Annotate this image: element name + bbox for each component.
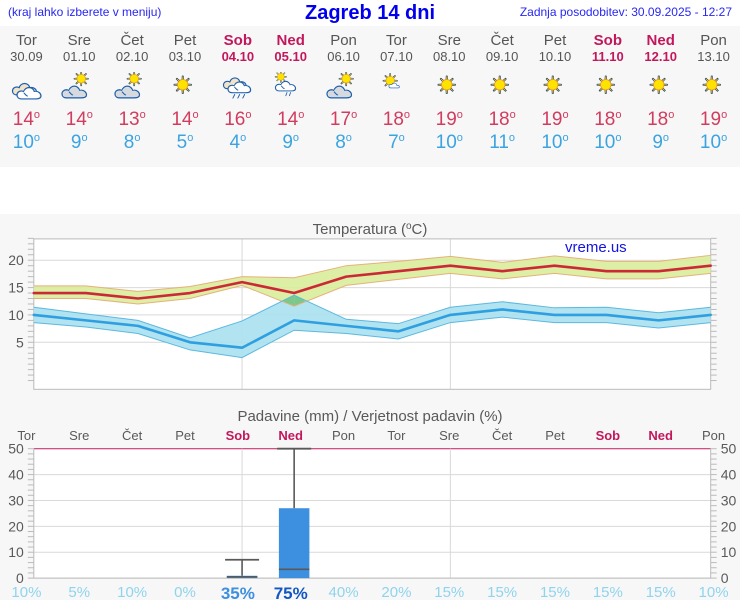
svg-text:10: 10	[8, 307, 24, 323]
svg-text:30: 30	[8, 492, 24, 508]
svg-text:20: 20	[8, 518, 24, 534]
svg-text:50: 50	[8, 441, 24, 457]
svg-text:5: 5	[16, 334, 24, 350]
svg-text:50: 50	[721, 441, 737, 457]
svg-text:40: 40	[8, 467, 24, 483]
svg-text:20: 20	[8, 252, 24, 268]
svg-text:10: 10	[8, 544, 24, 560]
svg-text:20: 20	[721, 518, 737, 534]
svg-text:40: 40	[721, 467, 737, 483]
svg-text:vreme.us: vreme.us	[565, 239, 627, 256]
svg-text:10: 10	[721, 544, 737, 560]
svg-text:30: 30	[721, 492, 737, 508]
svg-text:15: 15	[8, 280, 24, 296]
